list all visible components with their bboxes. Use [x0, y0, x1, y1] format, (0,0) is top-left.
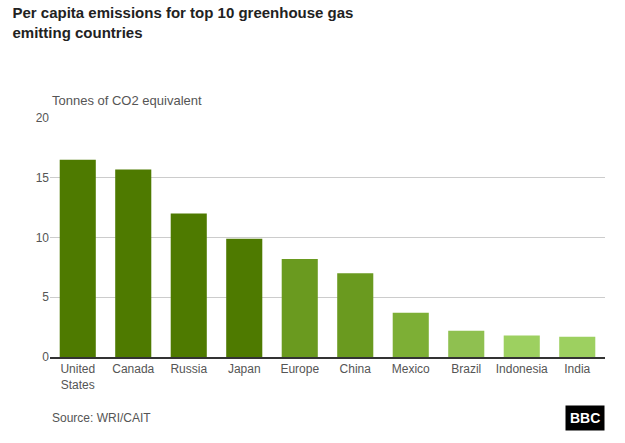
svg-text:Mexico: Mexico: [392, 362, 430, 376]
svg-text:India: India: [564, 362, 590, 376]
svg-text:Indonesia: Indonesia: [496, 362, 548, 376]
svg-text:15: 15: [36, 171, 50, 185]
svg-text:Tonnes of CO2 equivalent: Tonnes of CO2 equivalent: [52, 93, 202, 108]
svg-text:10: 10: [36, 231, 50, 245]
svg-text:Source: WRI/CAIT: Source: WRI/CAIT: [52, 411, 151, 425]
svg-text:Per capita emissions for top 1: Per capita emissions for top 10 greenhou…: [13, 4, 354, 41]
svg-text:20: 20: [36, 111, 50, 125]
svg-text:Brazil: Brazil: [451, 362, 481, 376]
svg-text:UnitedStates: UnitedStates: [60, 362, 95, 392]
svg-text:BBC: BBC: [570, 410, 600, 426]
svg-text:0: 0: [42, 350, 49, 364]
svg-text:China: China: [340, 362, 372, 376]
svg-text:Japan: Japan: [228, 362, 261, 376]
svg-text:Canada: Canada: [112, 362, 154, 376]
svg-text:Europe: Europe: [280, 362, 319, 376]
svg-text:5: 5: [42, 290, 49, 304]
svg-text:Russia: Russia: [170, 362, 207, 376]
